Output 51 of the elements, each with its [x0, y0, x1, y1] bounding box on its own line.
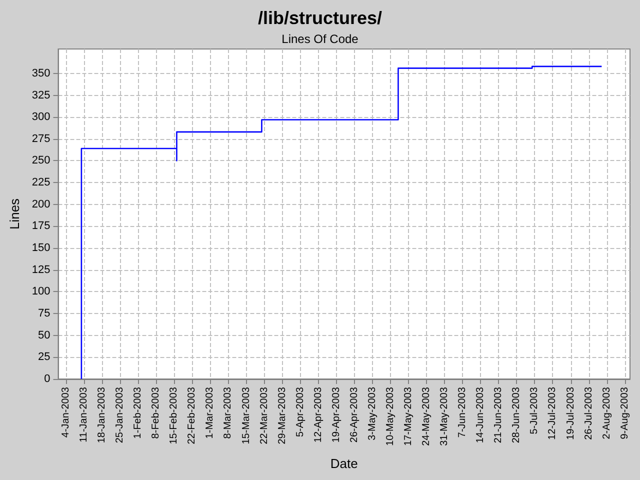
x-tick-label: 9-Aug-2003 — [619, 386, 630, 440]
x-tick-label: 1-Mar-2003 — [204, 386, 216, 439]
y-tick-label: 100 — [32, 286, 50, 298]
x-tick-label: 22-Feb-2003 — [186, 386, 198, 444]
x-tick-label: 15-Mar-2003 — [240, 386, 252, 444]
x-tick-label: 12-Apr-2003 — [312, 386, 324, 443]
x-tick-label: 14-Jun-2003 — [475, 386, 486, 444]
x-tick-label: 2-Aug-2003 — [601, 386, 612, 440]
y-tick-label: 175 — [32, 220, 50, 232]
x-tick-label: 31-May-2003 — [439, 386, 450, 446]
x-tick-label: 15-Feb-2003 — [168, 386, 180, 444]
x-tick-label: 19-Apr-2003 — [330, 386, 342, 443]
x-tick-label: 5-Apr-2003 — [294, 386, 306, 438]
x-tick-label: 22-Mar-2003 — [258, 386, 270, 444]
x-tick-label: 11-Jan-2003 — [78, 386, 90, 442]
x-tick-label: 12-Jul-2003 — [547, 386, 558, 440]
y-tick-label: 250 — [32, 154, 50, 167]
x-tick-label: 28-Jun-2003 — [511, 386, 522, 444]
y-tick-label: 325 — [32, 89, 50, 102]
y-tick-label: 50 — [38, 329, 50, 342]
x-tick-label: 18-Jan-2003 — [96, 386, 108, 444]
y-tick-label: 225 — [32, 176, 50, 189]
x-tick-label: 17-May-2003 — [403, 386, 414, 446]
x-tick-label: 8-Mar-2003 — [222, 386, 234, 439]
x-tick-label: 21-Jun-2003 — [493, 386, 504, 444]
y-tick-label: 350 — [32, 67, 50, 80]
x-tick-label: 8-Feb-2003 — [150, 386, 162, 439]
x-tick-label: 1-Feb-2003 — [132, 386, 144, 439]
x-tick-label: 29-Mar-2003 — [276, 386, 288, 444]
x-tick-label: 3-May-2003 — [366, 386, 378, 440]
chart-title: /lib/structures/ — [258, 8, 382, 28]
y-tick-label: 125 — [32, 264, 50, 276]
x-tick-label: 25-Jan-2003 — [114, 386, 126, 444]
y-tick-label: 275 — [32, 132, 50, 145]
y-tick-label: 25 — [38, 351, 50, 364]
y-tick-label: 150 — [32, 242, 50, 254]
y-tick-label: 75 — [38, 308, 50, 320]
chart-subtitle: Lines Of Code — [282, 32, 359, 46]
x-tick-label: 26-Jul-2003 — [583, 386, 594, 440]
x-tick-label: 4-Jan-2003 — [60, 386, 72, 438]
y-tick-label: 0 — [44, 373, 50, 385]
y-tick-label: 200 — [32, 198, 50, 210]
y-tick-label: 300 — [32, 111, 50, 124]
x-tick-label: 26-Apr-2003 — [348, 386, 360, 443]
x-tick-label: 24-May-2003 — [421, 386, 432, 446]
x-tick-label: 19-Jul-2003 — [565, 386, 576, 440]
x-axis-title: Date — [330, 456, 358, 471]
y-axis-title: Lines — [7, 198, 22, 230]
x-tick-label: 7-Jun-2003 — [457, 386, 468, 438]
x-tick-label: 10-May-2003 — [384, 386, 396, 446]
x-tick-label: 5-Jul-2003 — [529, 386, 540, 434]
